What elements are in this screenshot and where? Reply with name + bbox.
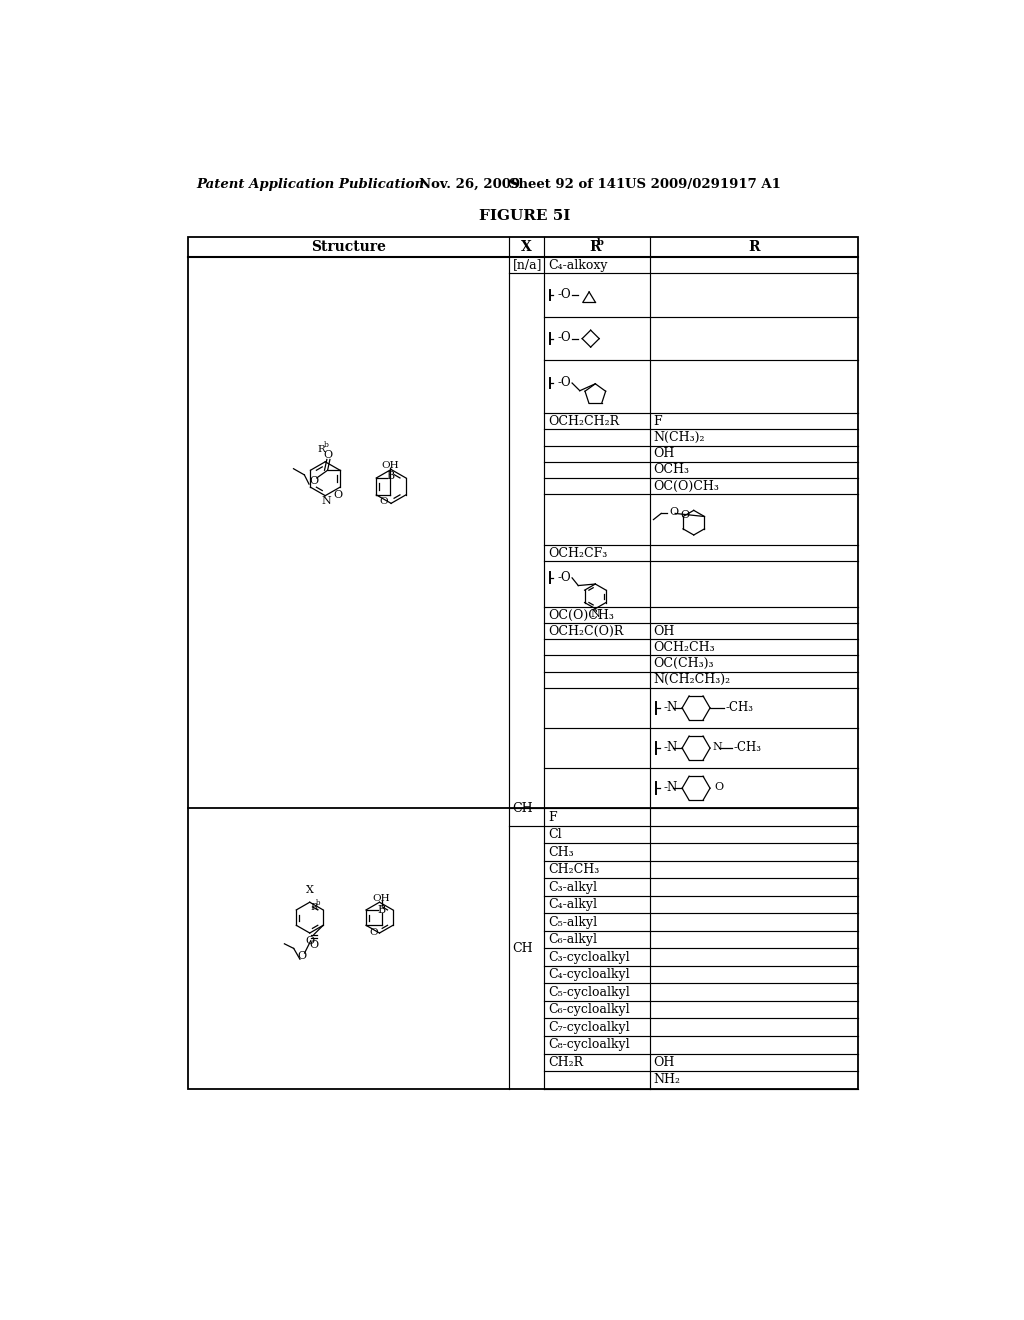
Text: US 2009/0291917 A1: US 2009/0291917 A1 (625, 178, 780, 191)
Text: CH: CH (512, 801, 534, 814)
Text: OCH₂CH₃: OCH₂CH₃ (653, 642, 715, 653)
Text: Patent Application Publication: Patent Application Publication (197, 178, 424, 191)
Text: C₄-cycloalkyl: C₄-cycloalkyl (548, 968, 630, 981)
Text: F: F (653, 414, 663, 428)
Text: X: X (521, 240, 531, 253)
Text: O: O (297, 952, 306, 961)
Text: OC(CH₃)₃: OC(CH₃)₃ (653, 657, 714, 671)
Text: O: O (309, 477, 318, 486)
Text: CH₂CH₃: CH₂CH₃ (548, 863, 599, 876)
Text: O: O (324, 450, 333, 459)
Text: OH: OH (653, 447, 675, 461)
Text: O: O (670, 507, 679, 517)
Text: CH: CH (512, 942, 534, 954)
Text: b: b (315, 899, 319, 907)
Text: N(CH₂CH₃)₂: N(CH₂CH₃)₂ (653, 673, 730, 686)
Text: C₄-alkyl: C₄-alkyl (548, 898, 597, 911)
Text: B: B (378, 906, 386, 915)
Text: -O: -O (557, 376, 571, 389)
Text: OH: OH (653, 1056, 675, 1069)
Text: Structure: Structure (311, 240, 386, 253)
Text: N: N (322, 496, 332, 506)
Text: N: N (591, 609, 600, 619)
Text: C₆-cycloalkyl: C₆-cycloalkyl (548, 1003, 630, 1016)
Text: C₇-cycloalkyl: C₇-cycloalkyl (548, 1020, 630, 1034)
Text: -N: -N (664, 701, 678, 714)
Text: -N: -N (664, 781, 678, 793)
Text: OH: OH (373, 894, 390, 903)
Text: OH: OH (382, 461, 399, 470)
Text: OCH₂CF₃: OCH₂CF₃ (548, 546, 607, 560)
Text: OCH₃: OCH₃ (653, 463, 689, 477)
Text: OCH₂CH₂R: OCH₂CH₂R (548, 414, 620, 428)
Text: -O: -O (557, 288, 571, 301)
Text: C₈-cycloalkyl: C₈-cycloalkyl (548, 1039, 630, 1051)
Text: O: O (714, 781, 723, 792)
Text: O: O (305, 936, 314, 945)
Bar (188, 238, 858, 1089)
Text: -N: -N (664, 741, 678, 754)
Text: C₆-alkyl: C₆-alkyl (548, 933, 597, 946)
Text: b: b (597, 238, 603, 247)
Text: O: O (309, 940, 318, 950)
Text: -CH₃: -CH₃ (726, 701, 754, 714)
Text: C₃-alkyl: C₃-alkyl (548, 880, 597, 894)
Text: O: O (333, 490, 342, 500)
Text: C₅-alkyl: C₅-alkyl (548, 916, 597, 929)
Text: b: b (324, 441, 329, 449)
Text: CH₂R: CH₂R (548, 1056, 584, 1069)
Text: X: X (306, 886, 313, 895)
Text: FIGURE 5I: FIGURE 5I (479, 209, 570, 223)
Text: B: B (386, 471, 394, 482)
Text: O: O (681, 510, 690, 520)
Text: R: R (317, 445, 326, 454)
Text: CH₃: CH₃ (548, 846, 573, 858)
Text: O: O (370, 928, 378, 937)
Text: N(CH₃)₂: N(CH₃)₂ (653, 432, 705, 444)
Text: OC(O)CH₃: OC(O)CH₃ (653, 479, 719, 492)
Text: -CH₃: -CH₃ (733, 741, 761, 754)
Text: -O: -O (557, 331, 571, 345)
Text: OCH₂C(O)R: OCH₂C(O)R (548, 624, 624, 638)
Text: N: N (713, 742, 722, 751)
Text: OH: OH (653, 624, 675, 638)
Text: R: R (589, 240, 600, 253)
Text: F: F (548, 810, 557, 824)
Text: -O: -O (557, 570, 571, 583)
Text: OC(O)CH₃: OC(O)CH₃ (548, 609, 614, 622)
Text: O: O (379, 496, 388, 506)
Text: NH₂: NH₂ (653, 1073, 681, 1086)
Text: Nov. 26, 2009: Nov. 26, 2009 (420, 178, 520, 191)
Text: C₅-cycloalkyl: C₅-cycloalkyl (548, 986, 630, 999)
Text: R: R (310, 903, 317, 912)
Text: [n/a]: [n/a] (512, 259, 542, 272)
Text: Sheet 92 of 141: Sheet 92 of 141 (509, 178, 625, 191)
Text: C₃-cycloalkyl: C₃-cycloalkyl (548, 950, 630, 964)
Text: R: R (749, 240, 760, 253)
Text: Cl: Cl (548, 828, 562, 841)
Text: C₄-alkoxy: C₄-alkoxy (548, 259, 607, 272)
